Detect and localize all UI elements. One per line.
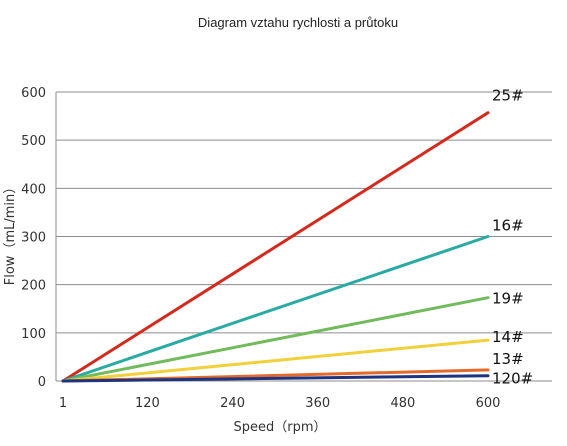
series-line-120 <box>61 374 490 383</box>
y-tick-label: 400 <box>21 182 46 197</box>
series-label: 120# <box>492 370 533 388</box>
series-line-16 <box>61 235 490 383</box>
series-label: 13# <box>492 350 524 368</box>
series-label: 25# <box>492 87 524 105</box>
series-label: 19# <box>492 290 524 308</box>
y-tick-label: 600 <box>21 86 46 101</box>
x-tick-label: 600 <box>476 396 501 411</box>
series-line-14 <box>61 338 490 383</box>
chart-title: Diagram vztahu rychlosti a průtoku <box>198 15 398 30</box>
y-tick-label: 0 <box>38 375 46 390</box>
x-tick-layer: 1 120 240 360 480 600 <box>59 396 501 411</box>
series-label: 16# <box>492 217 524 235</box>
series-layer <box>61 111 490 383</box>
x-axis-label: Speed（rpm） <box>233 420 326 435</box>
y-axis-label: Flow（mL/min） <box>3 181 18 285</box>
series-line-19 <box>61 296 490 383</box>
y-tick-label: 200 <box>21 279 46 294</box>
x-tick-label: 360 <box>305 396 330 411</box>
x-tick-label: 1 <box>59 396 67 411</box>
x-tick-label: 480 <box>390 396 415 411</box>
y-tick-label: 300 <box>21 231 46 246</box>
x-tick-label: 240 <box>220 396 245 411</box>
series-label-layer: 25# 16# 19# 14# 13# 120# <box>492 87 533 388</box>
x-tick-label: 120 <box>135 396 160 411</box>
y-tick-label: 100 <box>21 327 46 342</box>
series-line-25 <box>61 111 490 383</box>
y-tick-label: 500 <box>21 134 46 149</box>
series-label: 14# <box>492 328 524 346</box>
y-tick-layer: 0 100 200 300 400 500 600 <box>21 86 46 390</box>
